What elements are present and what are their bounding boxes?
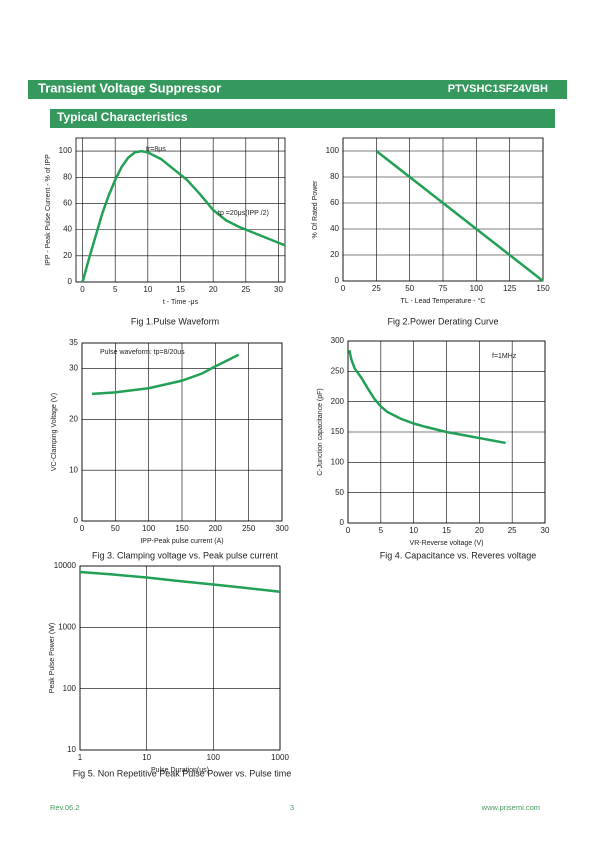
caption: Fig 1.Pulse Waveform — [131, 316, 219, 326]
x-tick-label: 100 — [142, 524, 156, 533]
y-tick-label: 20 — [330, 250, 339, 259]
revision: Rev.06.2 — [50, 803, 79, 812]
annotation: Pulse waveform: tp=8/20us — [100, 349, 185, 356]
y-tick-label: 100 — [326, 146, 340, 155]
x-axis-label: VR-Reverse voltage (V) — [410, 540, 484, 547]
x-tick-label: 30 — [274, 285, 283, 294]
x-tick-label: 30 — [541, 526, 550, 535]
y-tick-label: 100 — [331, 457, 345, 466]
plot-frame — [79, 565, 281, 751]
x-tick-label: 150 — [536, 284, 550, 293]
data-line — [79, 570, 281, 594]
x-tick-label: 75 — [439, 284, 448, 293]
y-axis-label: C-Junction capacitance (pF) — [317, 388, 324, 476]
y-tick-label: 100 — [63, 684, 77, 693]
y-tick-label: 60 — [63, 199, 72, 208]
y-tick-label: 0 — [68, 277, 73, 286]
y-tick-label: 10 — [69, 465, 78, 474]
x-axis-label: Pulse Duration(us) — [151, 767, 209, 774]
x-tick-label: 1 — [78, 753, 83, 762]
annotation: tr=8μs — [146, 146, 166, 153]
y-axis-label: Peak Pulse Power (W) — [49, 623, 56, 693]
x-tick-label: 0 — [80, 285, 85, 294]
page-number: 3 — [290, 803, 294, 812]
y-axis-label: VC-Clamping Voltage (V) — [51, 393, 58, 471]
section-bar — [50, 109, 555, 128]
data-line — [81, 149, 286, 283]
caption: Fig 2.Power Derating Curve — [387, 316, 498, 326]
x-tick-label: 10 — [143, 285, 152, 294]
data-line — [348, 349, 506, 445]
x-axis-label: t - Time -μs — [163, 299, 199, 306]
x-tick-label: 200 — [209, 524, 223, 533]
x-tick-label: 100 — [470, 284, 484, 293]
annotation: tp =20μs(IPP /2) — [218, 210, 269, 217]
y-tick-label: 10000 — [54, 561, 77, 570]
x-tick-label: 100 — [207, 753, 221, 762]
x-tick-label: 0 — [341, 284, 346, 293]
section-title: Typical Characteristics — [57, 110, 188, 124]
y-tick-label: 40 — [330, 224, 339, 233]
x-tick-label: 15 — [442, 526, 451, 535]
header-title: Transient Voltage Suppressor — [38, 80, 221, 95]
y-axis-label: % Of Rated Power — [312, 180, 319, 239]
y-tick-label: 20 — [69, 414, 78, 423]
x-axis-label: IPP-Peak pulse current (A) — [140, 538, 223, 545]
y-tick-label: 300 — [331, 336, 345, 345]
x-tick-label: 5 — [113, 285, 118, 294]
annotation: f=1MHz — [492, 353, 517, 360]
y-tick-label: 200 — [331, 397, 345, 406]
x-tick-label: 300 — [275, 524, 289, 533]
y-tick-label: 40 — [63, 225, 72, 234]
x-axis-label: TL - Lead Temperature - °C — [401, 297, 486, 305]
y-tick-label: 30 — [69, 364, 78, 373]
x-tick-label: 0 — [80, 524, 85, 533]
caption: Fig 5. Non Repetitive Peak Pulse Power v… — [73, 768, 292, 778]
y-tick-label: 0 — [74, 516, 79, 525]
header-bar — [28, 80, 567, 99]
website: www.prisemi.com — [481, 803, 540, 812]
x-tick-label: 15 — [176, 285, 185, 294]
y-tick-label: 80 — [330, 172, 339, 181]
x-tick-label: 20 — [209, 285, 218, 294]
y-tick-label: 0 — [335, 276, 340, 285]
x-tick-label: 1000 — [271, 753, 289, 762]
y-tick-label: 20 — [63, 251, 72, 260]
x-tick-label: 0 — [346, 526, 351, 535]
x-tick-label: 10 — [142, 753, 151, 762]
y-tick-label: 50 — [335, 488, 344, 497]
y-tick-label: 150 — [331, 427, 345, 436]
y-tick-label: 250 — [331, 366, 345, 375]
x-tick-label: 5 — [379, 526, 384, 535]
x-tick-label: 50 — [111, 524, 120, 533]
y-tick-label: 80 — [63, 172, 72, 181]
y-tick-label: 60 — [330, 198, 339, 207]
x-tick-label: 125 — [503, 284, 517, 293]
part-number: PTVSHC1SF24VBH — [448, 83, 548, 95]
x-tick-label: 25 — [241, 285, 250, 294]
y-tick-label: 0 — [340, 518, 345, 527]
x-tick-label: 50 — [405, 284, 414, 293]
data-line — [91, 353, 240, 396]
x-tick-label: 20 — [475, 526, 484, 535]
x-tick-label: 150 — [175, 524, 189, 533]
y-tick-label: 10 — [67, 745, 76, 754]
x-tick-label: 250 — [242, 524, 256, 533]
x-tick-label: 25 — [372, 284, 381, 293]
caption: Fig 3. Clamping voltage vs. Peak pulse c… — [92, 550, 279, 560]
y-tick-label: 35 — [69, 338, 78, 347]
x-tick-label: 25 — [508, 526, 517, 535]
y-tick-label: 100 — [59, 146, 73, 155]
y-tick-label: 1000 — [58, 622, 76, 631]
caption: Fig 4. Capacitance vs. Reveres voltage — [380, 550, 537, 560]
x-tick-label: 10 — [409, 526, 418, 535]
data-line — [375, 150, 544, 282]
y-axis-label: IPP - Peak Pulse Current - % of IPP — [45, 154, 52, 266]
